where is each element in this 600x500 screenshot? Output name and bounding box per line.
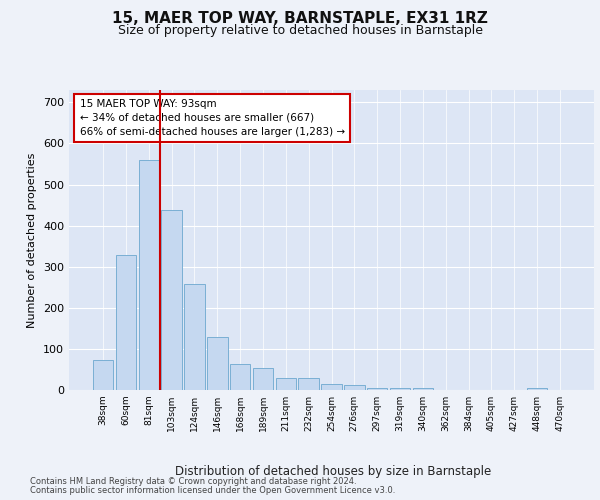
Bar xyxy=(390,388,410,390)
Text: Contains HM Land Registry data © Crown copyright and database right 2024.: Contains HM Land Registry data © Crown c… xyxy=(30,477,356,486)
Bar xyxy=(93,360,113,390)
Bar xyxy=(253,368,273,390)
Text: Size of property relative to detached houses in Barnstaple: Size of property relative to detached ho… xyxy=(118,24,482,37)
Bar xyxy=(161,210,182,390)
Bar xyxy=(184,284,205,390)
Bar xyxy=(207,338,227,390)
Bar xyxy=(367,388,388,390)
Bar xyxy=(139,160,159,390)
Bar xyxy=(275,378,296,390)
Bar xyxy=(230,364,250,390)
Bar xyxy=(413,388,433,390)
Text: Contains public sector information licensed under the Open Government Licence v3: Contains public sector information licen… xyxy=(30,486,395,495)
Text: 15 MAER TOP WAY: 93sqm
← 34% of detached houses are smaller (667)
66% of semi-de: 15 MAER TOP WAY: 93sqm ← 34% of detached… xyxy=(79,99,344,137)
Y-axis label: Number of detached properties: Number of detached properties xyxy=(28,152,37,328)
Bar xyxy=(116,255,136,390)
Bar xyxy=(321,384,342,390)
Text: Distribution of detached houses by size in Barnstaple: Distribution of detached houses by size … xyxy=(175,464,491,477)
Bar xyxy=(527,388,547,390)
Bar xyxy=(298,378,319,390)
Text: 15, MAER TOP WAY, BARNSTAPLE, EX31 1RZ: 15, MAER TOP WAY, BARNSTAPLE, EX31 1RZ xyxy=(112,11,488,26)
Bar xyxy=(344,384,365,390)
